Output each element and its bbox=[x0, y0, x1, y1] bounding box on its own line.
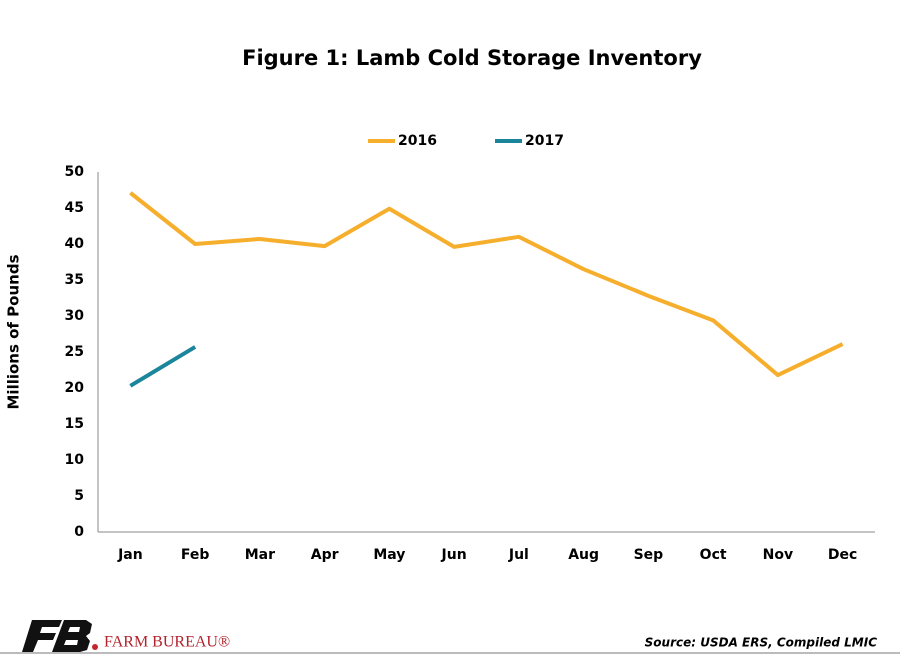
x-tick-label: Mar bbox=[245, 547, 275, 563]
y-tick-label: 30 bbox=[65, 308, 85, 324]
source: Source: USDA ERS, Compiled LMIC bbox=[645, 636, 878, 650]
x-tick-label: Apr bbox=[311, 547, 339, 563]
legend-label: 2016 bbox=[398, 133, 437, 149]
x-tick-label: Jan bbox=[117, 547, 143, 563]
y-tick-label: 5 bbox=[74, 488, 84, 504]
x-tick-label: Jun bbox=[441, 547, 467, 563]
y-tick-label: 0 bbox=[74, 524, 84, 540]
brand-name: FARM BUREAU® bbox=[104, 634, 230, 651]
y-tick-label: 20 bbox=[65, 380, 85, 396]
x-tick-label: Nov bbox=[763, 547, 793, 563]
x-tick-label: Jul bbox=[508, 547, 529, 563]
x-tick-label: Aug bbox=[568, 547, 599, 563]
chart-title: Figure 1: Lamb Cold Storage Inventory bbox=[242, 46, 702, 70]
y-tick-label: 45 bbox=[65, 200, 84, 216]
line-series bbox=[129, 345, 197, 388]
x-tick-label: Feb bbox=[181, 547, 210, 563]
y-axis-label: Millions of Pounds bbox=[5, 254, 23, 409]
x-tick-label: Oct bbox=[700, 547, 727, 563]
x-tick-label: Sep bbox=[634, 547, 664, 563]
y-tick-label: 50 bbox=[65, 164, 85, 180]
legend-label: 2017 bbox=[525, 133, 564, 149]
line-series bbox=[129, 191, 844, 378]
y-tick-label: 15 bbox=[65, 416, 84, 432]
x-tick-label: Dec bbox=[828, 547, 857, 563]
y-tick-label: 25 bbox=[65, 344, 84, 360]
logo bbox=[22, 620, 98, 652]
y-tick-label: 10 bbox=[65, 452, 85, 468]
y-tick-label: 35 bbox=[65, 272, 84, 288]
y-tick-label: 40 bbox=[65, 236, 85, 252]
x-tick-label: May bbox=[373, 547, 405, 563]
